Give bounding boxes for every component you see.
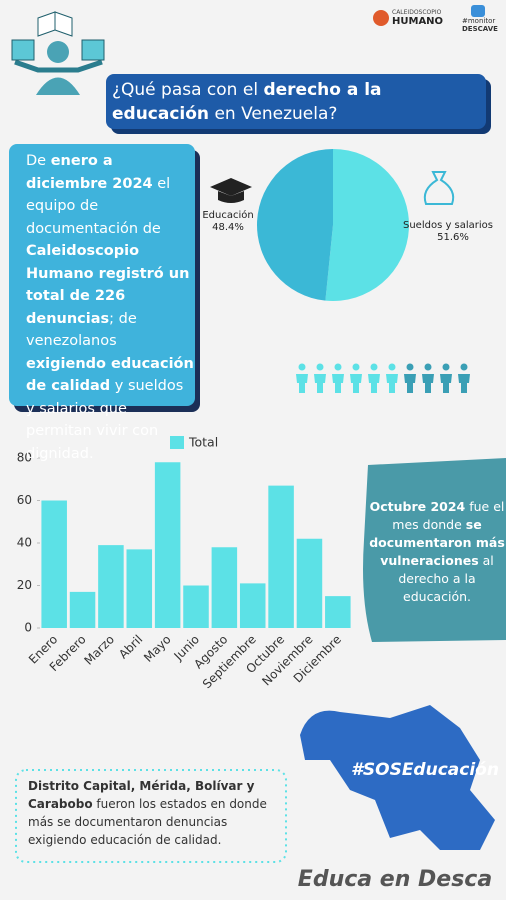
people-icons [296, 363, 470, 393]
text-run: fueron los estados en donde más se docum… [28, 797, 267, 847]
question-text: ¿Qué pasa con el derecho a la educación … [112, 78, 482, 126]
hashtag: #SOSEducación [351, 760, 499, 780]
logo-text: #monitor [462, 17, 495, 25]
callout-text: Octubre 2024 fue el mes donde se documen… [368, 498, 506, 606]
person-head [442, 363, 450, 371]
text-run: Octubre 2024 [369, 499, 466, 514]
logo-mark [471, 5, 485, 17]
venezuela-map [300, 705, 495, 850]
intro-box [9, 144, 195, 406]
text-run: De [26, 153, 51, 169]
person-body [332, 374, 344, 393]
x-tick-label: Marzo [81, 632, 117, 668]
bar [183, 585, 209, 628]
pie-slice [257, 149, 333, 301]
person-body [296, 374, 308, 393]
person-body [350, 374, 362, 393]
logo-mark [373, 10, 389, 26]
person-head [316, 363, 324, 371]
y-tick-label: 80 [17, 451, 32, 465]
text-run: se documentaron más vulneraciones [369, 517, 505, 568]
bar [154, 462, 181, 628]
person-head [352, 363, 360, 371]
person-body [386, 374, 398, 393]
person-head [424, 363, 432, 371]
logo-text: DESCAVE [462, 25, 498, 33]
person-body [314, 374, 326, 393]
pie-slice [325, 149, 410, 301]
callout-shape [363, 458, 506, 642]
person-head [298, 363, 306, 371]
text-run: exigiendo educación de calidad [26, 355, 194, 395]
money-bag-icon [423, 171, 455, 205]
note-text: Distrito Capital, Mérida, Bolívar y Cara… [28, 777, 278, 849]
text-run: el equipo de documentación de [26, 175, 171, 237]
person-head [460, 363, 468, 371]
person-head [406, 363, 414, 371]
y-tick-label: 40 [17, 536, 32, 550]
bar [268, 485, 294, 628]
text-run: Caleidoscopio Humano registró un total d… [26, 243, 190, 327]
text-run: fue el mes donde [392, 499, 505, 532]
text-run: ¿Qué pasa con el [112, 80, 264, 100]
logo-text: CALEIDOSCOPIO [392, 9, 442, 16]
legend-label: Total [188, 435, 218, 450]
text-run: y sueldos y salarios que permitan vivir … [26, 378, 184, 462]
text-run: enero a diciembre 2024 [26, 153, 153, 192]
bar [211, 547, 238, 628]
bar [325, 596, 351, 628]
person-head [334, 363, 342, 371]
question-box [106, 74, 486, 129]
bar [69, 591, 96, 628]
grad-cap-icon [210, 178, 252, 203]
bar [126, 549, 153, 628]
logo-text: HUMANO [392, 16, 443, 27]
text-run: ; de venezolanos [26, 310, 137, 350]
text-run: Distrito Capital, Mérida, Bolívar y Cara… [28, 779, 255, 811]
person-body [422, 374, 434, 393]
note-border [15, 769, 287, 863]
pie-value-label: 48.4% [212, 222, 244, 233]
bar [239, 583, 266, 628]
person-head [370, 363, 378, 371]
text-run: derecho a la educación [112, 80, 382, 124]
person-body [440, 374, 452, 393]
y-tick-label: 60 [17, 493, 32, 507]
person-body [404, 374, 416, 393]
text-run: al derecho a la educación. [398, 553, 494, 604]
footer-title: Educa en Desca [298, 867, 492, 892]
intro-text: De enero a diciembre 2024 el equipo de d… [26, 150, 196, 465]
text-run: en Venezuela? [209, 104, 338, 124]
pie-label: Sueldos y salarios [403, 220, 493, 231]
y-tick-label: 0 [24, 621, 32, 635]
person-head [388, 363, 396, 371]
person-body [368, 374, 380, 393]
bar [98, 545, 124, 628]
person-body [458, 374, 470, 393]
bar [296, 538, 323, 628]
pie-label: Educación [202, 209, 253, 221]
x-tick-label: Abril [116, 632, 145, 661]
x-tick-label: Mayo [141, 632, 174, 665]
y-tick-label: 20 [17, 578, 32, 592]
pie-value-label: 51.6% [437, 232, 469, 243]
bar [41, 500, 67, 628]
legend-swatch [170, 436, 184, 449]
reader-icon [11, 11, 105, 95]
